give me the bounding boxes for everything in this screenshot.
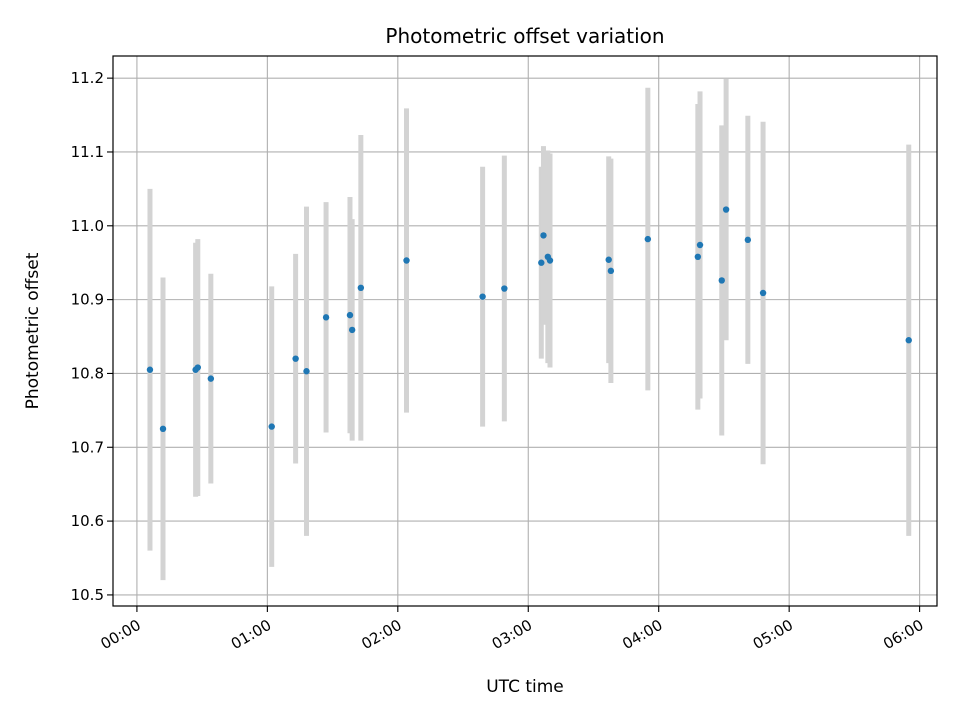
grid (113, 56, 937, 606)
x-axis-title: UTC time (486, 677, 564, 697)
data-point (501, 285, 508, 292)
data-point (759, 289, 767, 297)
y-tick-label: 10.8 (71, 364, 104, 382)
data-point (538, 259, 545, 266)
data-point (159, 425, 167, 433)
data-point (905, 337, 912, 344)
data-point (403, 257, 410, 264)
data-point (718, 277, 725, 284)
data-point (346, 311, 354, 319)
y-tick-label: 11.0 (71, 217, 104, 235)
data-point (322, 314, 330, 321)
y-tick-label: 10.6 (71, 512, 104, 530)
data-point (694, 253, 702, 261)
data-point (348, 326, 356, 334)
y-tick-label: 11.2 (71, 69, 104, 87)
data-point (540, 232, 547, 239)
plot-frame (112, 55, 938, 607)
y-tick-label: 11.1 (71, 143, 104, 161)
y-axis-title: Photometric offset (23, 252, 43, 409)
data-point (644, 235, 652, 243)
y-tick-label: 10.7 (71, 438, 104, 456)
data-point (292, 355, 299, 362)
data-points (146, 206, 912, 433)
data-point (268, 423, 275, 430)
data-point (194, 364, 201, 371)
data-point (696, 241, 704, 249)
data-point (546, 257, 554, 264)
data-point (479, 293, 486, 300)
y-tick-label: 10.5 (71, 586, 104, 604)
data-point (146, 366, 154, 373)
y-axis: 10.5 10.6 10.7 10.8 10.9 11.0 11.1 11.2 (71, 69, 113, 604)
data-point (722, 206, 730, 213)
data-point (357, 284, 365, 292)
y-tick-label: 10.9 (71, 291, 104, 309)
data-point (744, 236, 752, 244)
data-point (605, 256, 612, 263)
data-point (607, 267, 615, 275)
data-point (303, 368, 310, 375)
data-point (207, 375, 215, 382)
chart-title: Photometric offset variation (385, 24, 664, 48)
